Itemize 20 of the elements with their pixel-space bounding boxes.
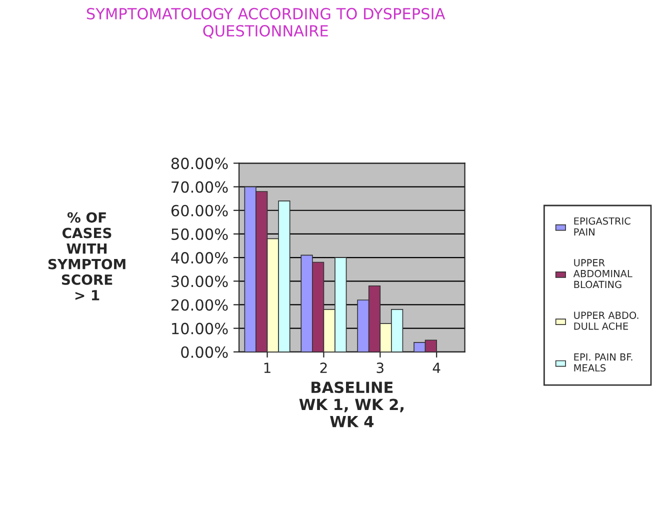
y-tick-label: 30.00% bbox=[172, 276, 228, 288]
x-tick-label: 2 bbox=[320, 362, 327, 373]
x-axis-title: BASELINE WK 1, WK 2, WK 4 bbox=[299, 382, 404, 428]
y-tick-label: 0.00% bbox=[181, 346, 228, 358]
x-tick-label: 4 bbox=[432, 362, 440, 373]
legend-label: UPPER ABDOMINAL BLOATING bbox=[573, 259, 632, 288]
y-tick-label: 60.00% bbox=[171, 204, 228, 216]
y-axis-title: % OF CASES WITH SYMPTOM SCORE > 1 bbox=[48, 212, 126, 300]
legend-label: UPPER ABDO. DULL ACHE bbox=[574, 312, 638, 330]
legend-label: EPIGASTRIC PAIN bbox=[574, 217, 630, 236]
x-tick-label: 3 bbox=[376, 362, 384, 374]
chart-title: SYMPTOMATOLOGY ACCORDING TO DYSPEPSIA QUESTIONNAIRE bbox=[86, 8, 446, 38]
x-tick-label: 1 bbox=[264, 362, 270, 373]
y-tick-label: 10.00% bbox=[172, 322, 228, 334]
y-tick-label: 70.00% bbox=[172, 181, 228, 193]
y-tick-label: 20.00% bbox=[171, 299, 228, 311]
legend-label: EPI. PAIN BF. MEALS bbox=[574, 353, 632, 372]
y-tick-label: 80.00% bbox=[171, 158, 228, 170]
y-tick-label: 40.00% bbox=[171, 252, 228, 264]
y-tick-label: 50.00% bbox=[172, 228, 228, 240]
